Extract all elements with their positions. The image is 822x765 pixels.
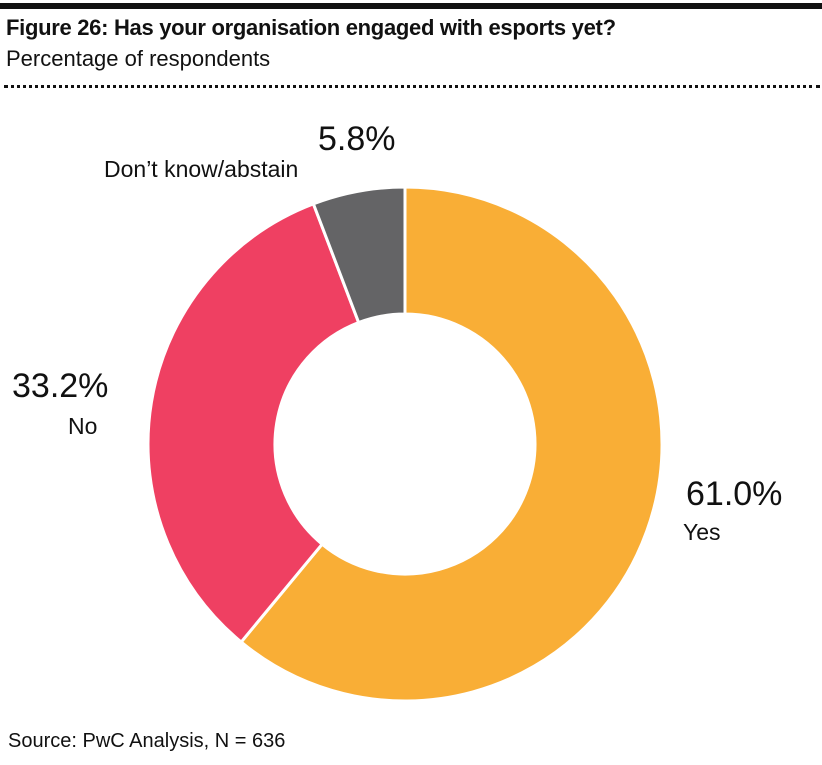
dotted-divider xyxy=(4,85,820,88)
no-value-label: 33.2% xyxy=(12,367,108,405)
dontknow-value-label: 5.8% xyxy=(318,120,396,158)
no-category-label: No xyxy=(68,413,97,439)
yes-category-label: Yes xyxy=(683,519,721,545)
chart-subtitle: Percentage of respondents xyxy=(6,46,271,71)
donut-slice-no xyxy=(146,201,361,645)
donut-slice-don-t-know-abstain xyxy=(311,185,407,325)
source-note: Source: PwC Analysis, N = 636 xyxy=(8,730,286,752)
donut-slice-yes xyxy=(239,185,664,703)
top-rule xyxy=(0,3,822,9)
chart-title: Figure 26: Has your organisation engaged… xyxy=(6,15,616,40)
dontknow-category-label: Don’t know/abstain xyxy=(104,156,298,182)
yes-value-label: 61.0% xyxy=(686,475,782,513)
